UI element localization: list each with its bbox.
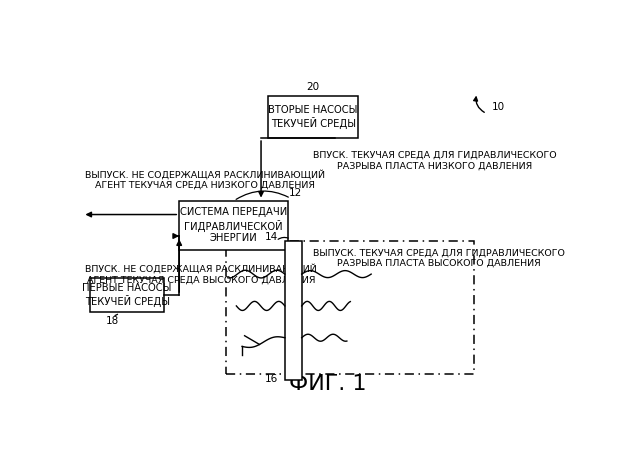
Bar bbox=[227, 241, 474, 374]
Text: ВЫПУСК. ТЕКУЧАЯ СРЕДА ДЛЯ ГИДРАВЛИЧЕСКОГО
РАЗРЫВА ПЛАСТА ВЫСОКОГО ДАВЛЕНИЯ: ВЫПУСК. ТЕКУЧАЯ СРЕДА ДЛЯ ГИДРАВЛИЧЕСКОГ… bbox=[313, 249, 565, 268]
Text: ФИГ. 1: ФИГ. 1 bbox=[289, 375, 367, 395]
Text: СИСТЕМА ПЕРЕДАЧИ
ГИДРАВЛИЧЕСКОЙ
ЭНЕРГИИ: СИСТЕМА ПЕРЕДАЧИ ГИДРАВЛИЧЕСКОЙ ЭНЕРГИИ bbox=[180, 207, 287, 243]
Text: ВТОРЫЕ НАСОСЫ
ТЕКУЧЕЙ СРЕДЫ: ВТОРЫЕ НАСОСЫ ТЕКУЧЕЙ СРЕДЫ bbox=[268, 105, 358, 129]
Text: ВПУСК. ТЕКУЧАЯ СРЕДА ДЛЯ ГИДРАВЛИЧЕСКОГО
РАЗРЫВА ПЛАСТА НИЗКОГО ДАВЛЕНИЯ: ВПУСК. ТЕКУЧАЯ СРЕДА ДЛЯ ГИДРАВЛИЧЕСКОГО… bbox=[313, 151, 557, 170]
Bar bbox=[285, 241, 301, 380]
Text: 10: 10 bbox=[492, 101, 505, 112]
Bar bbox=[179, 201, 288, 250]
Bar bbox=[90, 278, 164, 313]
Text: ВЫПУСК. НЕ СОДЕРЖАЩАЯ РАСКЛИНИВАЮЩИЙ
АГЕНТ ТЕКУЧАЯ СРЕДА НИЗКОГО ДАВЛЕНИЯ: ВЫПУСК. НЕ СОДЕРЖАЩАЯ РАСКЛИНИВАЮЩИЙ АГЕ… bbox=[85, 170, 325, 190]
Text: ПЕРВЫЕ НАСОСЫ
ТЕКУЧЕЙ СРЕДЫ: ПЕРВЫЕ НАСОСЫ ТЕКУЧЕЙ СРЕДЫ bbox=[83, 283, 172, 307]
Bar bbox=[269, 96, 358, 138]
Text: 12: 12 bbox=[289, 188, 302, 198]
Text: ВПУСК. НЕ СОДЕРЖАЩАЯ РАСКЛИНИВАЮЩИЙ
АГЕНТ ТЕКУЧАЯ СРЕДА ВЫСОКОГО ДАВЛЕНИЯ: ВПУСК. НЕ СОДЕРЖАЩАЯ РАСКЛИНИВАЮЩИЙ АГЕН… bbox=[85, 264, 317, 284]
Text: 14: 14 bbox=[264, 232, 278, 242]
Text: 18: 18 bbox=[106, 316, 119, 326]
Text: 20: 20 bbox=[307, 82, 320, 92]
Text: 16: 16 bbox=[264, 375, 278, 385]
